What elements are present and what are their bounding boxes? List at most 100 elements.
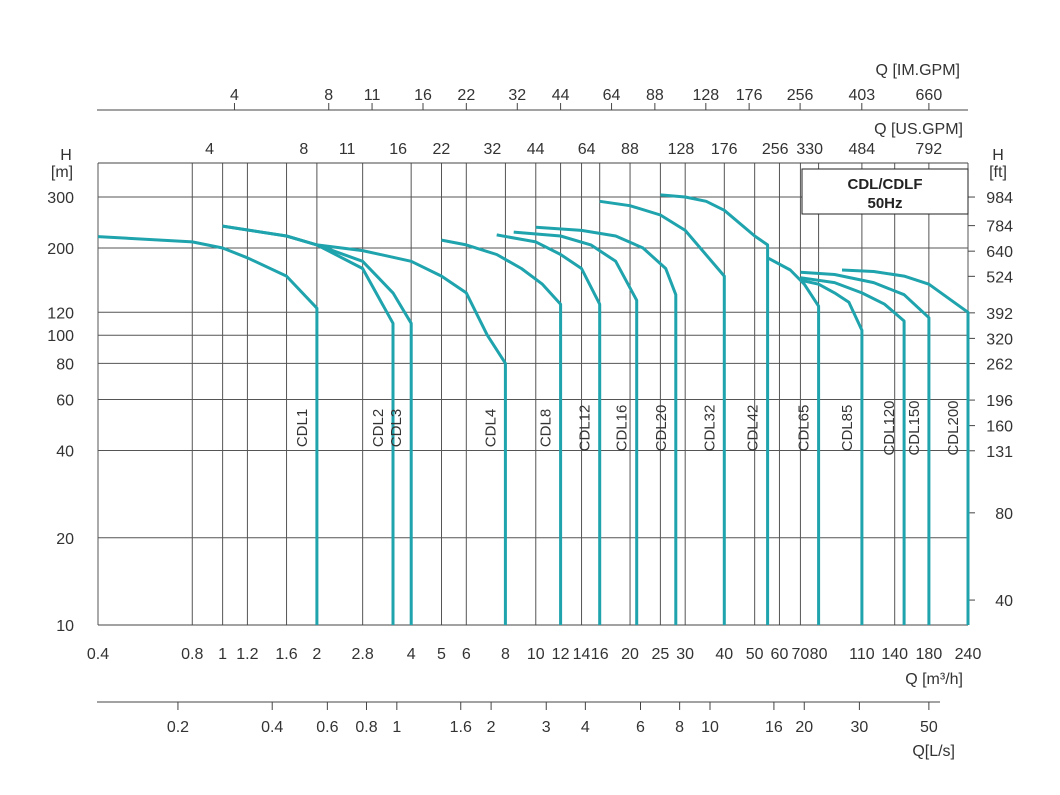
bottom-axis-tick-label: 2 <box>487 719 496 736</box>
curve-cdl120 <box>800 276 906 625</box>
model-label-cdl65: CDL65 <box>796 405 813 452</box>
x-tick-label: 140 <box>881 646 908 663</box>
bottom-axis-tick-label: 50 <box>920 719 938 736</box>
x-tick-label: 10 <box>527 646 545 663</box>
model-label-cdl2: CDL2 <box>370 409 387 447</box>
bottom-axis-tick-label: 20 <box>795 719 813 736</box>
top-axis-2-tick-label: 484 <box>848 141 875 158</box>
top-axis-2-tick-label: 16 <box>389 141 407 158</box>
x-tick-label: 12 <box>552 646 570 663</box>
top-axis-1-tick-label: 64 <box>603 87 621 104</box>
curve-cdl4 <box>316 243 507 625</box>
axes <box>97 103 975 710</box>
y-right-tick-label: 984 <box>986 190 1013 207</box>
x-tick-label: 5 <box>437 646 446 663</box>
top-axis-2-tick-label: 44 <box>527 141 545 158</box>
top-axis-2-tick-label: 88 <box>621 141 639 158</box>
top-axis-1-tick-label: 4 <box>230 87 239 104</box>
x-tick-label: 50 <box>746 646 764 663</box>
y-right-tick-label: 640 <box>986 244 1013 261</box>
bottom-axis-tick-label: 10 <box>701 719 719 736</box>
curve-cdl12 <box>496 233 602 625</box>
top-axis-1-tick-label: 660 <box>916 87 943 104</box>
x-tick-label: 20 <box>621 646 639 663</box>
top-axis-1-tick-label: 8 <box>324 87 333 104</box>
bottom-axis-tick-label: 1 <box>392 719 401 736</box>
x-tick-label: 25 <box>651 646 669 663</box>
x-tick-label: 16 <box>591 646 609 663</box>
top-axis-1-tick-label: 11 <box>364 87 381 104</box>
y-left-tick-label: 120 <box>47 305 74 322</box>
top-axis-1-tick-label: 403 <box>848 87 875 104</box>
x-tick-label: 4 <box>407 646 416 663</box>
x-tick-label: 240 <box>955 646 982 663</box>
top-axis-1-tick-label: 128 <box>692 87 719 104</box>
y-right-tick-label: 196 <box>986 393 1013 410</box>
x-tick-label: 80 <box>810 646 828 663</box>
bottom-axis-tick-label: 0.6 <box>316 719 338 736</box>
bottom-axis-title: Q[L/s] <box>912 743 955 760</box>
curve-cdl16 <box>513 230 639 625</box>
x-tick-label: 0.8 <box>181 646 203 663</box>
labels: 0.4 0.8 1 1.2 1.6 2 2.8 4 5 6 8 10 12 14 16 20 25 30 40 50 6… <box>47 87 1013 736</box>
chart-title: CDL/CDLF <box>848 176 923 193</box>
bottom-axis-tick-label: 8 <box>675 719 684 736</box>
y-right-tick-label: 392 <box>986 306 1013 323</box>
y-left-tick-label: 80 <box>56 356 74 373</box>
title-box-frame <box>801 168 969 215</box>
x-tick-label: 0.4 <box>87 646 109 663</box>
x-tick-label: 70 <box>792 646 810 663</box>
x-tick-label: 6 <box>462 646 471 663</box>
curve-cdl150 <box>800 270 931 625</box>
y-right-tick-label: 320 <box>986 331 1013 348</box>
y-left-tick-label: 10 <box>56 618 74 635</box>
x-tick-label: 180 <box>916 646 943 663</box>
top-axis-2-tick-label: 64 <box>578 141 596 158</box>
curve-cdl85 <box>800 278 864 625</box>
curve-cdl20 <box>535 225 678 625</box>
bottom-axis-tick-label: 3 <box>542 719 551 736</box>
y-left-tick-label: 200 <box>47 241 74 258</box>
model-label-cdl8: CDL8 <box>538 409 555 447</box>
y-right-unit: [ft] <box>989 164 1007 181</box>
bottom-axis-tick-label: 0.4 <box>261 719 283 736</box>
x-tick-label: 8 <box>501 646 510 663</box>
top-axis-2-tick-label: 11 <box>339 141 356 158</box>
top-axis-1-title: Q [IM.GPM] <box>876 62 960 79</box>
x-tick-label: 40 <box>715 646 733 663</box>
y-right-tick-label: 524 <box>986 269 1013 286</box>
bottom-axis-tick-label: 16 <box>765 719 783 736</box>
x-tick-label: 14 <box>573 646 591 663</box>
top-axis-2-tick-label: 176 <box>711 141 738 158</box>
curve-cdl3 <box>222 224 413 625</box>
top-axis-1-tick-label: 16 <box>414 87 432 104</box>
model-label-cdl42: CDL42 <box>745 405 762 452</box>
top-axis-2-tick-label: 128 <box>668 141 695 158</box>
top-axis-2-title: Q [US.GPM] <box>874 121 963 138</box>
bottom-axis-tick-label: 4 <box>581 719 590 736</box>
top-axis-1-tick-label: 256 <box>787 87 814 104</box>
top-axis-2-tick-label: 32 <box>483 141 501 158</box>
model-label-cdl85: CDL85 <box>839 405 856 452</box>
model-label-cdl120: CDL120 <box>881 400 898 455</box>
y-right-symbol: H <box>992 147 1004 164</box>
top-axis-2-tick-label: 22 <box>433 141 451 158</box>
model-label-cdl16: CDL16 <box>614 405 631 452</box>
model-label-cdl20: CDL20 <box>653 405 670 452</box>
pump-curves <box>97 193 970 625</box>
top-axis-1-tick-label: 32 <box>508 87 526 104</box>
bottom-axis-tick-label: 0.8 <box>355 719 377 736</box>
x-tick-label: 2.8 <box>352 646 374 663</box>
x-tick-label: 1.2 <box>236 646 258 663</box>
curve-cdl32 <box>599 199 726 625</box>
top-axis-1-tick-label: 176 <box>736 87 763 104</box>
title-box: CDL/CDLF 50Hz <box>801 168 969 215</box>
top-axis-1-tick-label: 44 <box>552 87 570 104</box>
y-right-tick-label: 784 <box>986 219 1013 236</box>
y-left-tick-label: 40 <box>56 444 74 461</box>
bottom-axis-tick-label: 0.2 <box>167 719 189 736</box>
curve-cdl1 <box>97 235 319 625</box>
y-left-unit: [m] <box>51 164 73 181</box>
y-right-tick-label: 40 <box>995 593 1013 610</box>
